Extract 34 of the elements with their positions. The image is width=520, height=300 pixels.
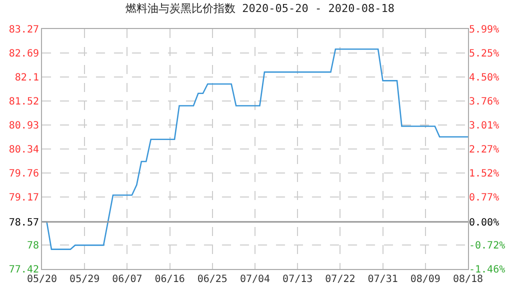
x-tick-label: 06/16 [154, 274, 185, 285]
x-tick-label: 06/07 [112, 274, 142, 285]
y-tick-label: 80.93 [8, 120, 39, 132]
y2-tick-label: 3.01% [469, 120, 500, 132]
y-tick-label: 78 [26, 240, 39, 252]
y2-tick-label: -0.72% [469, 240, 506, 252]
y-tick-label: 78.57 [8, 217, 39, 228]
x-tick-label: 08/09 [410, 274, 440, 285]
y2-tick-label: 0.00% [469, 217, 500, 228]
x-tick-label: 05/20 [26, 274, 58, 285]
y2-tick-label: 0.77% [469, 192, 500, 204]
y-tick-label: 82.69 [8, 48, 39, 60]
x-tick-label: 07/22 [325, 274, 356, 285]
x-tick-label: 08/18 [452, 274, 484, 285]
y2-tick-label: 4.50% [469, 72, 500, 84]
y2-tick-label: 3.76% [469, 96, 500, 108]
y-tick-label: 81.52 [8, 96, 39, 108]
chart-title: 燃料油与炭黑比价指数 2020-05-20 - 2020-08-18 [126, 2, 394, 16]
y-tick-label: 79.17 [8, 192, 39, 204]
y-tick-label: 83.27 [8, 24, 39, 36]
x-tick-label: 07/31 [368, 274, 398, 285]
y-tick-label: 79.76 [8, 168, 39, 180]
y2-tick-label: 2.27% [469, 144, 500, 156]
y2-tick-label: -1.46% [469, 264, 506, 276]
y2-tick-label: 1.52% [469, 168, 500, 180]
y2-tick-label: 5.25% [469, 48, 500, 60]
y-tick-label: 80.34 [8, 144, 39, 156]
x-tick-label: 07/13 [282, 274, 313, 285]
y-tick-label: 77.42 [8, 264, 39, 276]
y-tick-label: 82.1 [14, 72, 39, 84]
x-tick-label: 07/04 [240, 274, 270, 285]
y2-tick-label: 5.99% [469, 24, 500, 36]
x-tick-label: 05/29 [70, 274, 100, 285]
x-tick-label: 06/25 [197, 274, 228, 285]
